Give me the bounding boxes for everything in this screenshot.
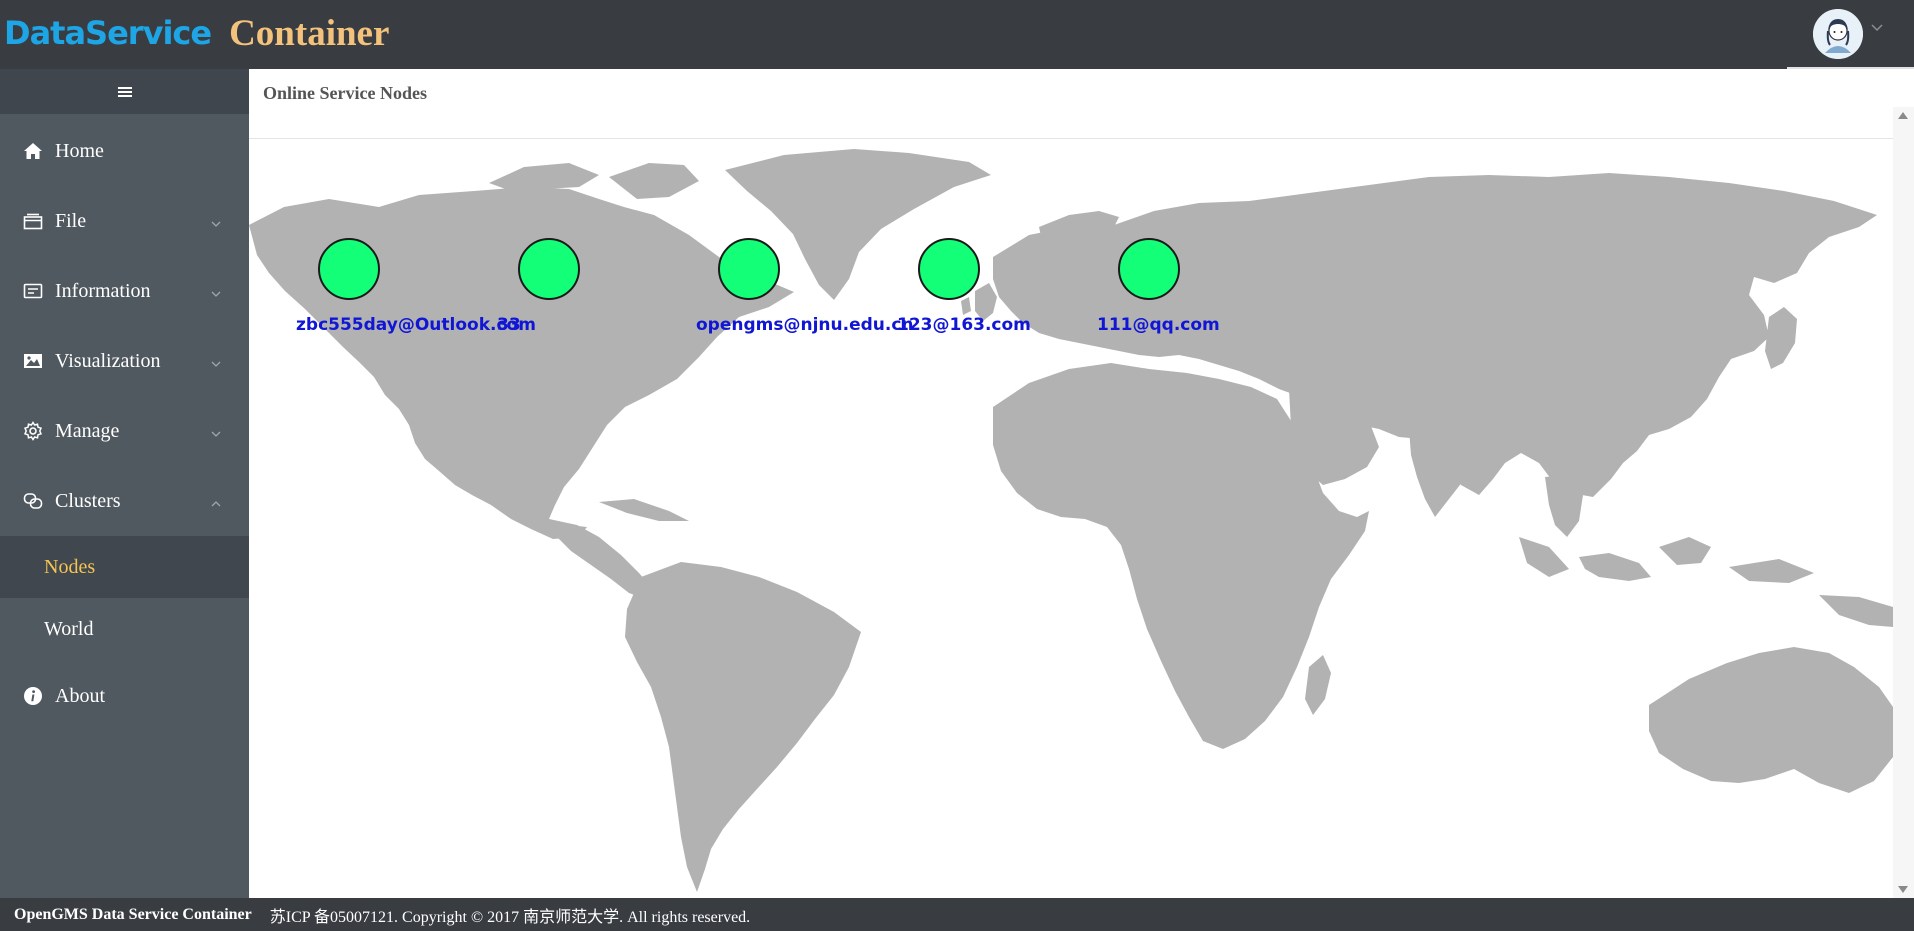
sidebar: Home File Information Visualization Mana… bbox=[0, 69, 249, 898]
header-accent-strip bbox=[1787, 67, 1914, 69]
sidebar-item-file[interactable]: File bbox=[0, 186, 249, 256]
file-icon bbox=[22, 210, 44, 232]
sidebar-item-label: Manage bbox=[55, 419, 120, 442]
brand-container-text: Container bbox=[229, 12, 390, 54]
node-label[interactable]: zbc555day@Outlook.com bbox=[296, 315, 536, 335]
clusters-icon bbox=[22, 490, 44, 512]
sidebar-item-label: Information bbox=[55, 279, 151, 302]
sidebar-item-manage[interactable]: Manage bbox=[0, 396, 249, 466]
app-logo[interactable]: Data Service Container bbox=[4, 8, 389, 58]
node-marker[interactable] bbox=[1118, 238, 1180, 300]
chevron-down-icon bbox=[210, 213, 222, 227]
footer-brand: OpenGMS Data Service Container bbox=[14, 905, 252, 923]
node-label[interactable]: 33 bbox=[497, 315, 521, 335]
sidebar-subitem-nodes[interactable]: Nodes bbox=[0, 536, 249, 598]
chevron-up-icon bbox=[210, 493, 222, 507]
node-label[interactable]: 123@163.com bbox=[897, 315, 1031, 335]
gear-icon bbox=[22, 420, 44, 442]
sidebar-item-clusters[interactable]: Clusters bbox=[0, 466, 249, 536]
footer-copyright: 苏ICP 备05007121. Copyright © 2017 南京师范大学.… bbox=[269, 908, 751, 926]
brand-data-text: Data bbox=[4, 14, 86, 52]
page-title: Online Service Nodes bbox=[263, 83, 427, 103]
chevron-down-icon bbox=[210, 283, 222, 297]
main-panel: Online Service Nodes zbc555day@Outlook.c… bbox=[249, 69, 1914, 898]
top-header: Data Service Container bbox=[0, 0, 1914, 69]
about-info-icon bbox=[22, 685, 44, 707]
node-marker[interactable] bbox=[718, 238, 780, 300]
node-label[interactable]: 111@qq.com bbox=[1097, 315, 1220, 335]
title-divider bbox=[249, 138, 1893, 139]
sidebar-item-about[interactable]: About bbox=[0, 661, 249, 731]
sidebar-item-label: Visualization bbox=[55, 349, 161, 372]
sidebar-toggle-button[interactable] bbox=[0, 69, 249, 114]
image-icon bbox=[22, 350, 44, 372]
chevron-down-icon bbox=[210, 353, 222, 367]
hamburger-menu-icon bbox=[117, 86, 132, 97]
sidebar-item-home[interactable]: Home bbox=[0, 116, 249, 186]
sidebar-item-label: About bbox=[55, 684, 105, 707]
chevron-down-icon bbox=[210, 423, 222, 437]
chevron-down-icon[interactable] bbox=[1871, 20, 1883, 36]
vertical-scrollbar[interactable] bbox=[1893, 107, 1914, 898]
sidebar-item-information[interactable]: Information bbox=[0, 256, 249, 326]
footer: OpenGMS Data Service Container 苏ICP 备050… bbox=[0, 898, 1914, 931]
sidebar-subitem-world[interactable]: World bbox=[44, 617, 94, 640]
sidebar-item-label: File bbox=[55, 209, 87, 232]
sidebar-item-label: Home bbox=[55, 139, 104, 162]
scroll-up-arrow-icon[interactable] bbox=[1898, 112, 1908, 119]
sidebar-item-visualization[interactable]: Visualization bbox=[0, 326, 249, 396]
user-avatar-icon[interactable] bbox=[1813, 9, 1863, 59]
node-marker[interactable] bbox=[318, 238, 380, 300]
info-card-icon bbox=[22, 280, 44, 302]
world-map bbox=[249, 149, 1893, 892]
home-icon bbox=[22, 140, 44, 162]
brand-service-text: Service bbox=[85, 14, 212, 52]
node-marker[interactable] bbox=[918, 238, 980, 300]
sidebar-item-label: Clusters bbox=[55, 489, 121, 512]
node-marker[interactable] bbox=[518, 238, 580, 300]
node-label[interactable]: opengms@njnu.edu.cn bbox=[696, 315, 914, 335]
scroll-down-arrow-icon[interactable] bbox=[1898, 886, 1908, 893]
